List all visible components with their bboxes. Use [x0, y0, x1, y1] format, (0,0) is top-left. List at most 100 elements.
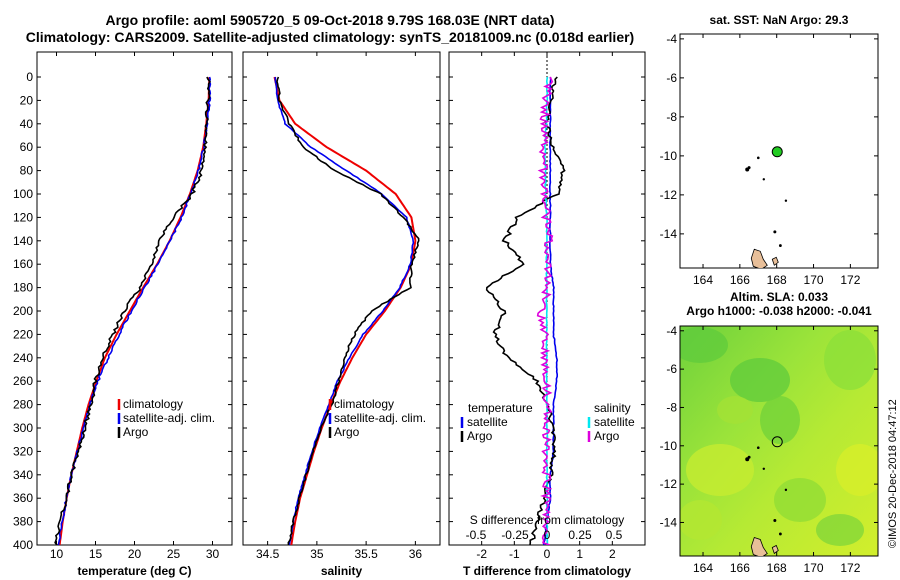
map-x-tick-label: 172 — [840, 273, 860, 287]
secondary-tick-label: 0.5 — [606, 528, 623, 542]
island — [778, 532, 782, 536]
sst-map-title: sat. SST: NaN Argo: 29.3 — [710, 13, 849, 27]
sla-map-title: Altim. SLA: 0.033 — [730, 290, 828, 304]
sla-patch — [686, 444, 754, 496]
map-x-tick-label: 168 — [767, 561, 787, 575]
y-tick-label: 400 — [13, 538, 33, 552]
x-tick-label: -2 — [476, 547, 487, 561]
series-group-salinity — [273, 76, 420, 545]
series-line-climatology — [58, 76, 211, 545]
y-tick-label: 120 — [13, 210, 33, 224]
x-tick-label: 35.5 — [354, 547, 378, 561]
y-tick-label: 380 — [13, 515, 33, 529]
sla-patch — [680, 327, 728, 363]
x-axis-label-temperature: temperature (deg C) — [77, 564, 191, 578]
imos-watermark: ©IMOS 20-Dec-2018 04:47:12 — [887, 399, 899, 548]
map-x-tick-label: 164 — [693, 273, 713, 287]
x-tick-label: 15 — [89, 547, 103, 561]
map-y-tick-label: -8 — [666, 110, 677, 124]
y-tick-label: 60 — [20, 140, 34, 154]
map-y-tick-label: -12 — [660, 188, 678, 202]
map-x-tick-label: 166 — [730, 561, 750, 575]
x-tick-label: 1 — [576, 547, 583, 561]
map-frame — [679, 325, 879, 557]
series-line-temperature-satellite — [542, 76, 559, 545]
y-tick-label: 80 — [20, 164, 34, 178]
map-x-tick-label: 168 — [767, 273, 787, 287]
island — [762, 467, 766, 470]
sla-map-subtitle: Argo h1000: -0.038 h2000: -0.041 — [686, 304, 872, 318]
series-line-argo — [276, 76, 420, 545]
legend-label: satellite — [594, 415, 635, 429]
map-x-tick-label: 170 — [804, 561, 824, 575]
sla-patch — [824, 330, 876, 390]
island — [747, 166, 751, 170]
series-line-satellite-adj-clim- — [274, 76, 415, 545]
land-espiritu-santo — [750, 248, 768, 268]
series-group-difference — [485, 76, 566, 545]
legend-label: satellite — [467, 415, 508, 429]
series-line-satellite-adj-clim- — [57, 76, 212, 545]
secondary-tick-label: 0.25 — [568, 528, 592, 542]
x-tick-label: 25 — [167, 547, 181, 561]
plot-frame-salinity — [242, 51, 441, 546]
y-tick-label: 320 — [13, 444, 33, 458]
legend-title-temperature: temperature — [468, 401, 533, 415]
plot-frame-temperature — [36, 51, 233, 546]
sla-patch — [836, 444, 878, 496]
y-tick-label: 180 — [13, 281, 33, 295]
land-island-small — [771, 544, 779, 555]
y-tick-label: 360 — [13, 491, 33, 505]
legend-label: Argo — [123, 425, 149, 439]
y-tick-label: 100 — [13, 187, 33, 201]
x-tick-label: 36 — [409, 547, 423, 561]
sla-patches — [680, 327, 878, 546]
map-x-tick-label: 170 — [804, 273, 824, 287]
y-tick-label: 0 — [26, 70, 33, 84]
map-frame — [679, 33, 879, 269]
y-tick-label: 200 — [13, 304, 33, 318]
x-tick-label: -1 — [509, 547, 520, 561]
argo-position-marker — [771, 436, 783, 448]
x-axis-label-salinity: salinity — [321, 564, 363, 578]
sla-patch — [774, 478, 826, 522]
map-y-tick-label: -8 — [666, 400, 677, 414]
legend-label: satellite-adj. clim. — [123, 411, 215, 425]
legend-label: climatology — [123, 397, 183, 411]
sla-patch — [730, 358, 790, 402]
secondary-tick-label: -0.5 — [466, 528, 487, 542]
secondary-tick-label: -0.25 — [501, 528, 529, 542]
sla-patch — [760, 396, 800, 444]
legend-label: climatology — [334, 397, 394, 411]
series-group-temperature — [54, 76, 212, 545]
map-y-tick-label: -14 — [660, 515, 678, 529]
y-tick-label: 20 — [20, 93, 34, 107]
island — [773, 519, 777, 523]
map-y-tick-label: -6 — [666, 71, 677, 85]
legend-label: satellite-adj. clim. — [334, 411, 426, 425]
islands — [745, 156, 788, 268]
series-line-argo — [54, 76, 211, 545]
island — [778, 244, 782, 247]
map-y-tick-label: -14 — [660, 227, 678, 241]
y-tick-label: 160 — [13, 257, 33, 271]
map-y-tick-label: -4 — [666, 324, 677, 338]
map-y-tick-label: -6 — [666, 362, 677, 376]
series-line-salinity-argo — [536, 76, 554, 545]
title-line-2: Climatology: CARS2009. Satellite-adjuste… — [25, 29, 635, 45]
y-tick-label: 280 — [13, 398, 33, 412]
y-tick-label: 340 — [13, 468, 33, 482]
y-tick-label: 40 — [20, 117, 34, 131]
land-espiritu-santo — [750, 536, 768, 556]
x-tick-label: 2 — [609, 547, 616, 561]
legend-title-salinity: salinity — [594, 401, 631, 415]
y-tick-label: 260 — [13, 374, 33, 388]
x-tick-label: 30 — [206, 547, 220, 561]
series-line-temperature-argo — [485, 76, 566, 545]
island — [784, 199, 788, 202]
x-axis-label-difference: T difference from climatology — [463, 564, 631, 578]
x-tick-label: 10 — [50, 547, 64, 561]
map-y-tick-label: -10 — [660, 439, 678, 453]
map-x-tick-label: 172 — [840, 561, 860, 575]
series-line-salinity-satellite — [543, 76, 549, 545]
